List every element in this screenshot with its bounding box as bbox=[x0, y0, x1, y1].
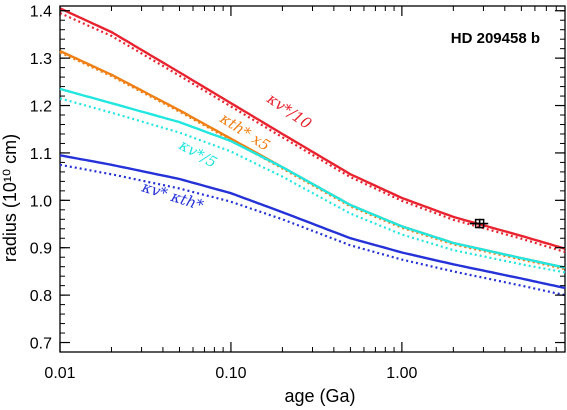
series-2-solid-line bbox=[59, 87, 566, 269]
y-tick-label: 0.9 bbox=[30, 241, 52, 258]
y-axis-label: radius (10¹⁰ cm) bbox=[0, 134, 20, 262]
series-2-dotted-line bbox=[59, 97, 566, 274]
y-tick-label: 1.3 bbox=[30, 51, 52, 68]
series-lines bbox=[59, 7, 566, 297]
series-1-solid-line bbox=[59, 49, 566, 269]
x-axis-label: age (Ga) bbox=[284, 386, 355, 406]
series-1-dotted-line bbox=[59, 51, 566, 271]
series-0-dotted-line bbox=[59, 12, 566, 254]
series-3-dotted-line bbox=[59, 163, 566, 297]
observation-marker bbox=[469, 218, 489, 229]
tick-labels: 0.01 0.10 1.00 0.7 0.8 0.9 1.0 1.1 1.2 1.3 1.4 bbox=[30, 4, 418, 382]
y-tick-label: 0.7 bbox=[30, 336, 52, 353]
y-tick-label: 1.4 bbox=[30, 4, 52, 21]
x-tick-label: 1.00 bbox=[386, 365, 417, 382]
series-0-solid-line bbox=[59, 7, 566, 250]
y-tick-label: 1.2 bbox=[30, 99, 52, 116]
observation-point bbox=[474, 218, 485, 229]
x-tick-label: 0.01 bbox=[44, 365, 75, 382]
y-tick-label: 0.8 bbox=[30, 288, 52, 305]
y-tick-label: 1.0 bbox=[30, 193, 52, 210]
series-3-solid-line bbox=[59, 154, 566, 290]
y-tick-label: 1.1 bbox=[30, 146, 52, 163]
plot-frame bbox=[59, 5, 566, 353]
x-tick-label: 0.10 bbox=[215, 365, 246, 382]
series-label-cyan: κv*/5 bbox=[175, 135, 220, 171]
axis-ticks bbox=[59, 6, 566, 352]
plot-border bbox=[59, 5, 566, 353]
planet-name-label: HD 209458 b bbox=[451, 30, 540, 47]
